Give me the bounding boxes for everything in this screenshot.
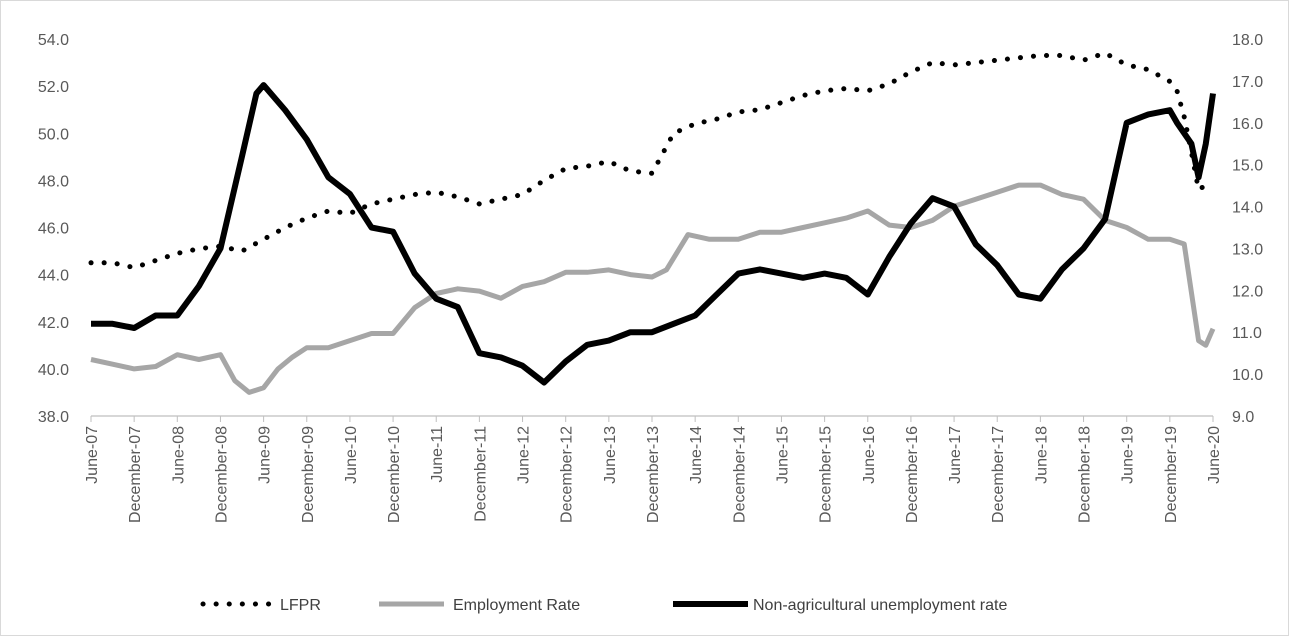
legend-label-lfpr: LFPR (280, 597, 321, 614)
x-tick-label: June-20 (1206, 426, 1223, 484)
y-right-tick-label: 13.0 (1232, 241, 1263, 258)
x-tick-label: December-13 (645, 426, 662, 523)
series-employment-rate (90, 182, 1216, 395)
x-tick-label: December-07 (127, 426, 144, 523)
x-tick-label: December-19 (1163, 426, 1180, 523)
legend-item-unemployment-rate: Non-agricultural unemployment rate (673, 597, 1007, 614)
y-left-tick-label: 54.0 (38, 32, 69, 49)
series-lfpr (88, 50, 1216, 271)
x-tick-label: June-11 (429, 426, 446, 483)
y-left-tick-label: 46.0 (38, 221, 69, 238)
x-tick-label: December-10 (386, 426, 403, 523)
x-tick-label: June-14 (688, 426, 705, 484)
y-right-tick-label: 14.0 (1232, 200, 1263, 217)
x-tick-label: June-17 (947, 426, 964, 484)
x-tick-label: June-07 (84, 426, 101, 484)
x-tick-label: June-19 (1120, 426, 1137, 484)
x-tick-label: December-14 (731, 426, 748, 523)
y-right-tick-label: 11.0 (1232, 325, 1262, 342)
x-tick-label: December-17 (990, 426, 1007, 523)
x-tick-label: December-11 (472, 426, 489, 522)
x-tick-label: June-09 (257, 426, 274, 484)
x-tick-label: June-12 (516, 426, 533, 484)
legend: LFPR Employment Rate Non-agricultural un… (200, 597, 1007, 614)
y-right-tick-label: 16.0 (1232, 116, 1263, 133)
y-left-tick-label: 50.0 (38, 126, 69, 143)
y-right-tick-label: 15.0 (1232, 158, 1263, 175)
x-tick-label: June-13 (602, 426, 619, 484)
x-tick-label: December-12 (559, 426, 576, 523)
y-left-tick-label: 52.0 (38, 79, 69, 96)
plot-area (88, 50, 1216, 395)
y-left-tick-label: 42.0 (38, 315, 69, 332)
x-tick-label: June-10 (343, 426, 360, 484)
legend-label-unemployment-rate: Non-agricultural unemployment rate (753, 597, 1007, 614)
y-right-tick-label: 10.0 (1232, 367, 1263, 384)
axes: June-07 December-07 June-08 December-08 June… (38, 32, 1263, 523)
x-tick-label: June-15 (774, 426, 791, 484)
y-left-tick-label: 40.0 (38, 362, 69, 379)
x-tick-label: June-18 (1033, 426, 1050, 484)
y-left-tick-label: 38.0 (38, 409, 69, 426)
x-tick-label: December-15 (818, 426, 835, 523)
x-tick-label: June-16 (861, 426, 878, 484)
x-tick-label: December-18 (1077, 426, 1094, 523)
legend-label-employment-rate: Employment Rate (453, 597, 580, 614)
y-right-tick-label: 12.0 (1232, 283, 1263, 300)
y-left-tick-label: 48.0 (38, 173, 69, 190)
series-unemployment-rate (91, 82, 1216, 386)
x-tick-label: December-09 (300, 426, 317, 523)
x-tick-label: December-16 (904, 426, 921, 523)
y-right-tick-label: 18.0 (1232, 32, 1263, 49)
y-left-tick-label: 44.0 (38, 268, 69, 285)
y-right-tick-label: 17.0 (1232, 74, 1263, 91)
x-tick-label: December-08 (213, 426, 230, 523)
y-right-tick-label: 9.0 (1232, 409, 1254, 426)
x-tick-label: June-08 (170, 426, 187, 484)
legend-item-employment-rate: Employment Rate (379, 597, 580, 614)
legend-item-lfpr: LFPR (200, 597, 321, 614)
